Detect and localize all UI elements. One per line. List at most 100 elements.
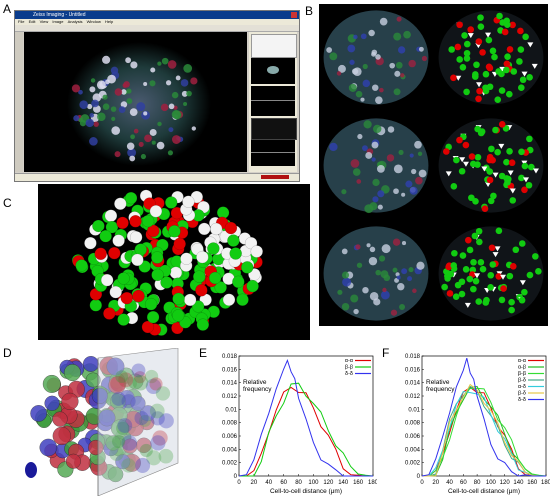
panel-e-chart: 0 0.002 0.004 0.006 0.008 0.01 0.012 0.014 0.016… <box>205 352 377 498</box>
segmented-cell <box>244 236 258 250</box>
e-xtick-label: 180 <box>368 480 377 486</box>
menu-image[interactable]: Image <box>52 19 64 24</box>
segmented-cell <box>141 214 155 228</box>
segmented-cell <box>84 236 97 250</box>
segmented-cell <box>172 292 185 306</box>
cell-dot <box>499 19 506 26</box>
cell-dot <box>489 261 497 268</box>
cell-dot <box>149 128 157 136</box>
menu-analysis[interactable]: Analysis <box>67 19 83 24</box>
delta-marker <box>531 63 538 69</box>
e-legend-label-0: α-α <box>345 358 354 364</box>
cell-dot <box>456 56 463 63</box>
f-xtick-label: 80 <box>474 480 481 486</box>
f-xtick-label: 100 <box>486 480 497 486</box>
cell-dot <box>476 238 483 246</box>
cell-dot <box>441 283 448 291</box>
cell-dot <box>503 158 510 166</box>
cell-dot <box>377 190 385 198</box>
delta-marker <box>492 172 499 178</box>
f-xtick-label: 40 <box>446 480 453 486</box>
cell-dot <box>487 271 495 279</box>
b-image-r2-c1 <box>319 112 433 219</box>
segmented-cell <box>109 285 122 299</box>
segmented-cell <box>129 231 143 244</box>
cell-dot <box>114 151 121 158</box>
status-bar <box>15 173 299 181</box>
cell-dot <box>463 49 471 57</box>
e-xtick-label: 120 <box>323 480 334 486</box>
menu-window[interactable]: Window <box>86 19 101 24</box>
menu-help[interactable]: Help <box>104 19 114 24</box>
panel-c-segmentation <box>38 184 310 340</box>
e-legend-label-2: δ-δ <box>345 371 353 377</box>
f-series-line-6 <box>421 357 546 477</box>
e-xtick-label: 20 <box>251 480 258 486</box>
cell-dot <box>350 294 359 303</box>
f-series-line-5 <box>422 383 546 477</box>
cell-dot <box>485 63 493 71</box>
cell-dot <box>401 241 407 246</box>
cell-dot <box>495 68 502 75</box>
cell-dot <box>525 181 533 189</box>
cell-dot <box>458 290 466 298</box>
panel-label-f: F <box>382 346 390 360</box>
f-series-line-0 <box>422 386 546 477</box>
f-legend-label-3: β-δ <box>518 378 526 384</box>
cell-dot <box>395 61 403 69</box>
cell-dot <box>488 145 495 153</box>
sphere-cell-behind-plane <box>152 430 168 446</box>
cell-dot <box>517 27 524 35</box>
delta-marker <box>532 168 539 174</box>
cell-dot <box>503 60 511 68</box>
chart-e: 0 0.002 0.004 0.006 0.008 0.01 0.012 0.014 0.016… <box>222 354 377 495</box>
cell-dot <box>470 285 477 293</box>
cell-dot <box>393 188 399 195</box>
cell-dot <box>144 134 152 143</box>
cell-dot <box>508 159 516 167</box>
f-xlabel: Cell-to-cell distance (μm) <box>448 488 520 495</box>
menu-view[interactable]: View <box>39 19 49 24</box>
cell-dot <box>390 309 398 316</box>
menu-edit[interactable]: Edit <box>28 19 36 24</box>
cell-dot <box>89 86 96 93</box>
cell-dot <box>459 252 467 259</box>
cell-dot <box>125 57 132 64</box>
cell-dot <box>508 298 515 306</box>
cell-dot <box>375 96 383 104</box>
settings-box <box>251 34 297 58</box>
cell-dot <box>355 244 361 250</box>
menu-file[interactable]: File <box>18 19 25 24</box>
cell-dot <box>111 126 121 135</box>
segmented-cell <box>196 318 210 331</box>
cell-dot <box>399 304 406 310</box>
cell-dot <box>451 249 458 257</box>
cell-dot <box>353 67 362 76</box>
cell-dot <box>508 306 515 314</box>
cell-dot <box>466 275 474 283</box>
cell-dot <box>512 246 520 254</box>
f-xtick-label: 160 <box>527 480 538 486</box>
cell-dot <box>73 115 80 122</box>
delta-marker <box>527 42 534 48</box>
cell-dot <box>107 74 116 84</box>
cell-dot <box>396 16 402 22</box>
cell-dot <box>91 99 99 108</box>
cell-dot <box>375 54 381 60</box>
segmented-cell <box>75 259 88 272</box>
image-viewport[interactable] <box>24 32 247 172</box>
sphere-cell-behind-plane <box>155 386 171 401</box>
f-xtick-label: 0 <box>420 480 424 486</box>
cell-dot <box>487 197 495 205</box>
left-toolbox[interactable] <box>15 32 23 172</box>
cell-dot <box>149 80 156 87</box>
cell-dot <box>474 125 481 133</box>
cell-dot <box>126 142 135 151</box>
thumbnail-4 <box>251 140 295 166</box>
cell-dot <box>127 148 137 158</box>
thumbnail-2 <box>251 86 295 116</box>
close-icon[interactable] <box>291 12 297 18</box>
cell-dot <box>414 140 422 149</box>
segmented-cell <box>191 300 205 313</box>
segmented-cell <box>124 191 138 205</box>
